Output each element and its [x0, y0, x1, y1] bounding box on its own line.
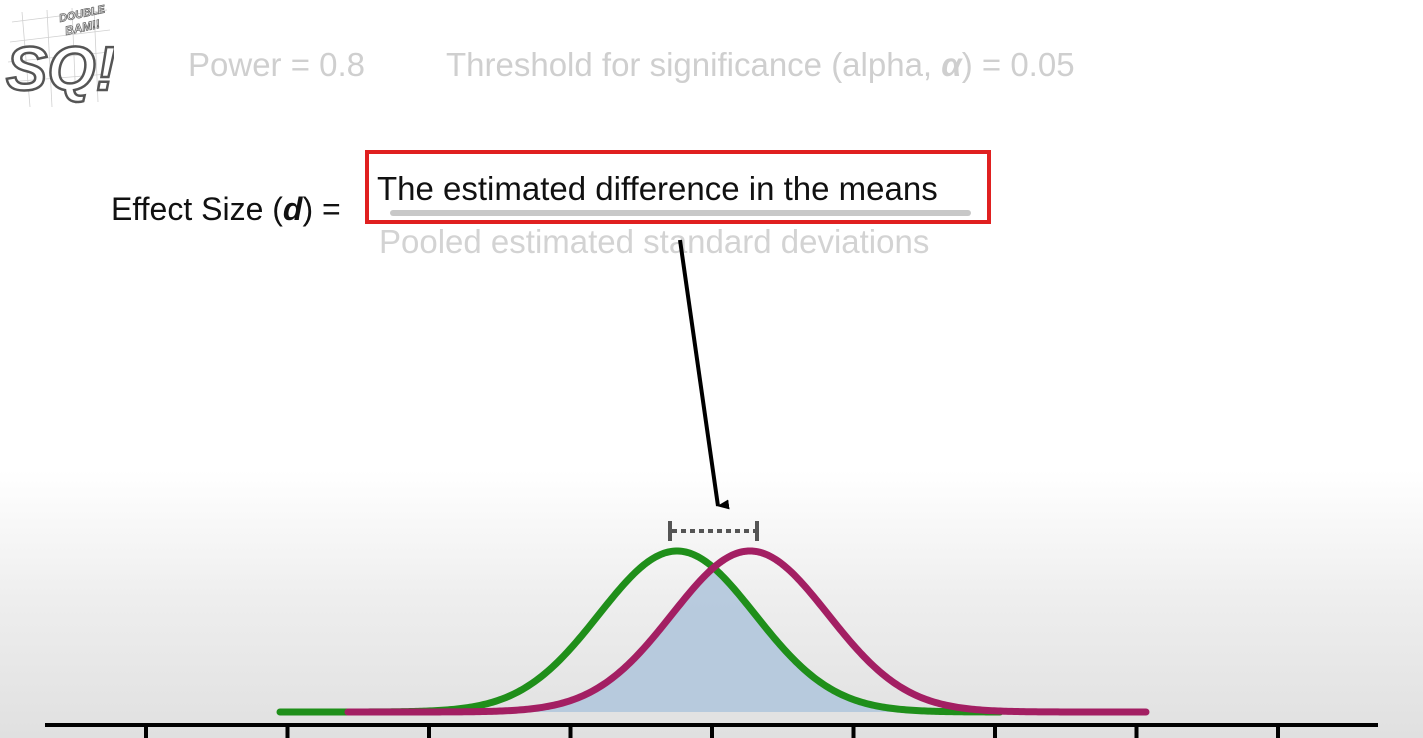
power-label: Power = 0.8: [188, 46, 366, 83]
logo-grid: [7, 6, 111, 108]
fraction-bar: [390, 210, 971, 216]
effect-size-prefix: Effect Size (: [111, 191, 283, 227]
number-line-ticks: [144, 725, 1280, 738]
pointer-arrow: [678, 239, 730, 510]
logo-main-text: SQ!: [6, 35, 114, 104]
effect-size-suffix: ) =: [302, 191, 341, 227]
magenta-distribution-curve: [344, 547, 1150, 716]
formula-numerator: The estimated difference in the means: [377, 170, 938, 207]
alpha-label: Threshold for significance (alpha, α) = …: [446, 46, 1075, 84]
alpha-symbol: α: [941, 46, 962, 83]
alpha-prefix: Threshold for significance (alpha,: [446, 46, 942, 83]
mean-difference-marker: [668, 521, 759, 541]
effect-size-label: Effect Size (d) =: [111, 191, 341, 228]
numerator-highlight-box: [365, 150, 991, 224]
alpha-suffix: ) = 0.05: [961, 46, 1075, 83]
formula-denominator: Pooled estimated standard deviations: [379, 223, 930, 260]
effect-size-symbol: d: [282, 191, 303, 227]
overlap-region: [450, 568, 980, 712]
statquest-logo: DOUBLE BAM!! SQ!: [5, 3, 114, 108]
